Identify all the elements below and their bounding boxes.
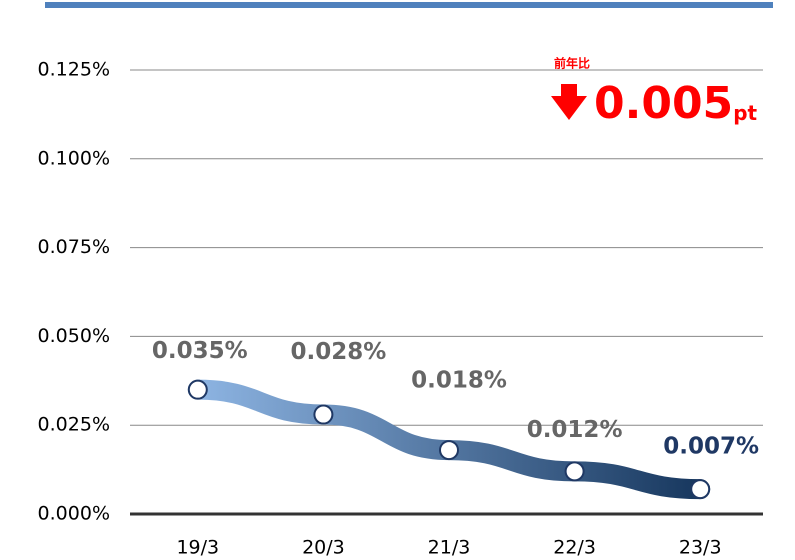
change-number: 0.005 bbox=[594, 78, 733, 129]
x-tick-label: 22/3 bbox=[553, 537, 596, 559]
x-tick-label: 21/3 bbox=[428, 537, 471, 559]
line bbox=[187, 379, 711, 500]
point bbox=[313, 404, 334, 425]
x-tick-label: 19/3 bbox=[176, 537, 219, 559]
data-label: 0.035% bbox=[152, 338, 248, 364]
point bbox=[564, 461, 585, 482]
y-tick-label: 0.000% bbox=[38, 503, 110, 525]
y-tick-label: 0.125% bbox=[38, 59, 110, 81]
data-label: 0.018% bbox=[411, 368, 507, 394]
data-label: 0.007% bbox=[663, 434, 759, 460]
point bbox=[439, 440, 459, 461]
header-bar bbox=[45, 2, 773, 8]
x-tick-label: 20/3 bbox=[302, 537, 345, 559]
change-value: 0.005pt bbox=[594, 78, 758, 129]
y-tick-label: 0.025% bbox=[38, 414, 110, 436]
x-tick-label: 23/3 bbox=[679, 537, 722, 559]
point bbox=[187, 379, 208, 400]
data-label: 0.028% bbox=[291, 339, 387, 365]
y-tick-label: 0.100% bbox=[38, 147, 110, 169]
data-label: 0.012% bbox=[527, 417, 623, 443]
change-label: 前年比 bbox=[554, 56, 590, 71]
change-unit: pt bbox=[733, 101, 757, 125]
point bbox=[690, 479, 711, 500]
y-tick-label: 0.050% bbox=[38, 325, 110, 347]
down-arrow bbox=[551, 84, 587, 120]
y-tick-label: 0.075% bbox=[38, 236, 110, 258]
